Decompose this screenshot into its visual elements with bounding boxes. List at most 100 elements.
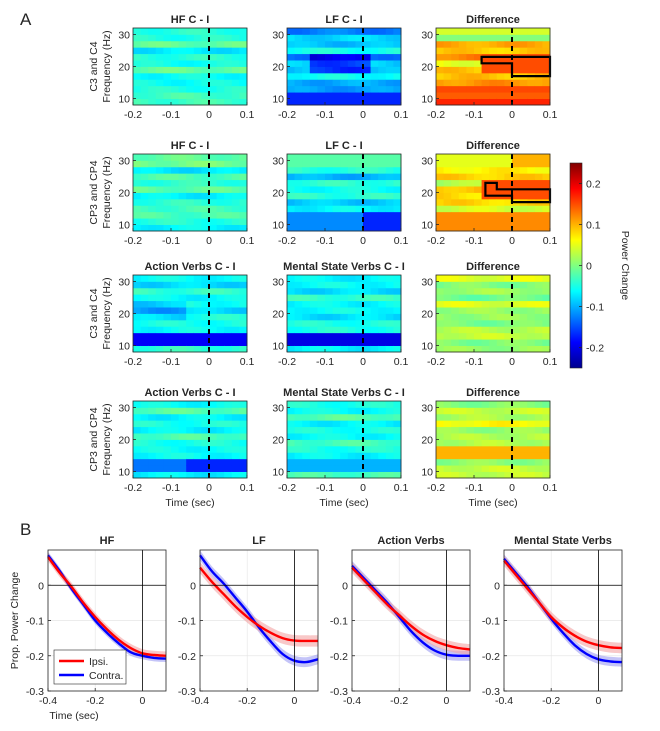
heatmap-cell [363,332,371,340]
heatmap-cell [133,345,141,353]
heatmap-cell [216,458,225,466]
heatmap-cell [436,47,444,55]
heatmap-cell [171,294,179,302]
heatmap-cell [186,452,195,460]
heatmap-cell [163,40,172,48]
heatmap-cell [325,198,333,206]
heatmap-cell [527,205,536,213]
heatmap-cell [504,47,513,55]
heatmap-cell [370,319,379,327]
heatmap-cell [178,224,187,232]
heatmap-cell [504,339,513,346]
heatmap-cell [393,198,402,206]
heatmap-cell [378,173,387,181]
heatmap-cell [224,439,233,447]
heatmap-cell [294,85,303,93]
heatmap-cell [239,85,248,93]
heatmap-cell [527,211,536,219]
heatmap-cell [193,40,202,48]
heatmap-cell [527,339,536,346]
x-tick-label: 0 [360,482,366,494]
heatmap-cell [378,281,387,289]
heatmap-cell [363,439,371,447]
y-tick-label: 10 [272,467,284,479]
heatmap-cell [171,281,179,289]
heatmap-cell [216,72,225,80]
heatmap-cell [287,98,295,106]
heatmap-cell [155,160,164,168]
heatmap-cell [239,452,248,460]
heatmap-cell [370,300,379,308]
heatmap-cell [302,92,311,99]
heatmap-title: Difference [466,140,520,152]
heatmap-cell [340,28,349,35]
heatmap-cell [332,458,341,466]
heatmap-cell [309,40,318,48]
heatmap-cell [443,326,452,334]
heatmap-cell [332,413,341,421]
heatmap-cell [347,47,356,55]
heatmap-cell [163,313,172,321]
heatmap-cell [512,471,520,479]
heatmap-cell [287,413,295,421]
heatmap-cell [239,332,248,340]
heatmap-cell [474,72,482,80]
heatmap-cell [385,413,394,421]
heatmap-cell [443,281,452,289]
heatmap-cell [216,465,225,472]
heatmap-cell [216,60,225,67]
heatmap-cell [231,319,240,327]
heatmap-cell [294,452,303,460]
heatmap-cell [178,218,187,225]
heatmap-cell [347,287,356,295]
heatmap-cell [163,307,172,314]
x-tick-label: -0.1 [465,109,483,121]
heatmap-cell [309,452,318,460]
heatmap-cell [385,326,394,334]
heatmap-cell [309,160,318,168]
heatmap-cell [527,218,536,225]
heatmap-cell [148,198,157,206]
heatmap-cell [332,465,341,472]
heatmap-cell [370,345,379,353]
heatmap-cell [340,198,349,206]
heatmap-cell [209,339,217,346]
heatmap-cell [186,85,195,93]
y-tick-label: 30 [118,402,130,414]
heatmap-cell [504,401,513,408]
heatmap-cell [436,98,444,106]
heatmap-cell [451,72,460,80]
heatmap-cell [489,326,498,334]
heatmap-cell [201,85,210,93]
heatmap-cell [155,92,164,99]
heatmap-cell [239,34,248,42]
heatmap-cell [512,192,520,200]
heatmap-cell [458,179,467,187]
heatmap-title: Mental State Verbs C - I [283,261,405,273]
heatmap-cell [325,60,333,67]
heatmap-cell [363,452,371,460]
heatmap-cell [317,198,326,206]
heatmap-cell [193,192,202,200]
heatmap-cell [378,420,387,428]
heatmap-cell [209,452,217,460]
y-tick-label: -0.2 [26,651,44,663]
heatmap-cell [163,345,172,353]
heatmap-cell [309,211,318,219]
heatmap-cell [458,420,467,428]
heatmap-cell [340,420,349,428]
x-tick-label: 0 [509,356,515,368]
heatmap-cell [309,420,318,428]
heatmap-cell [527,60,536,67]
heatmap-cell [443,339,452,346]
heatmap-cell [466,471,475,479]
heatmap-cell [317,211,326,219]
y-tick-label: 10 [421,220,433,232]
heatmap-cell [171,426,179,434]
heatmap-cell [436,72,444,80]
heatmap-cell [443,60,452,67]
y-tick-label: 30 [272,29,284,41]
heatmap-cell [458,426,467,434]
heatmap-cell [209,307,217,314]
